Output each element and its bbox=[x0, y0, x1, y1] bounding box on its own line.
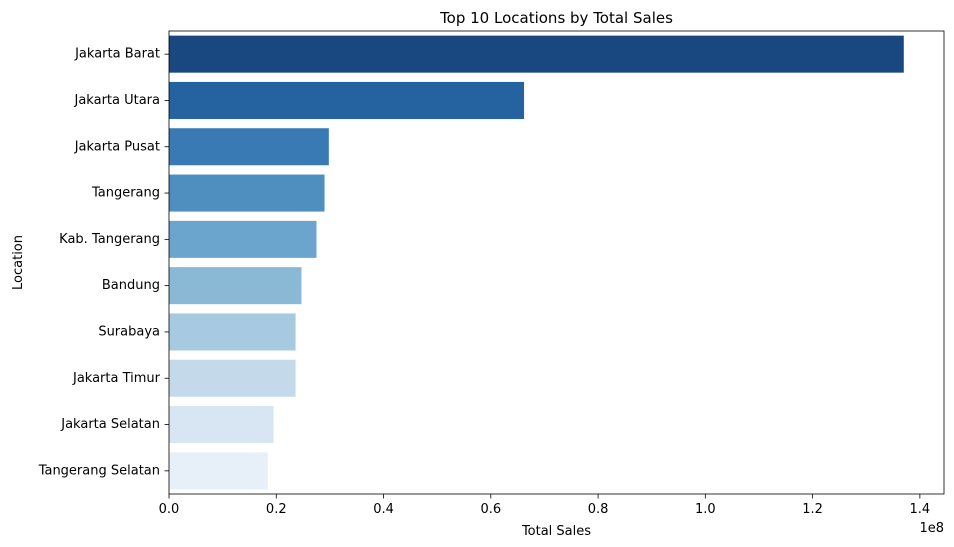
y-tick-label: Surabaya bbox=[98, 324, 160, 339]
bar bbox=[169, 406, 274, 444]
y-tick-label: Tangerang Selatan bbox=[38, 463, 160, 478]
y-tick-label: Jakarta Timur bbox=[72, 371, 161, 386]
bar bbox=[169, 174, 325, 212]
bar bbox=[169, 267, 302, 305]
x-tick-label: 0.4 bbox=[373, 502, 394, 517]
plot-frame bbox=[168, 30, 945, 495]
bar bbox=[169, 35, 904, 73]
x-axis-ticks: 0.0 0.2 0.4 0.6 0.8 1.0 1.2 1.4 bbox=[159, 494, 931, 517]
x-tick-label: 1.2 bbox=[802, 502, 823, 517]
y-tick-label: Jakarta Selatan bbox=[60, 417, 160, 432]
y-tick-label: Jakarta Barat bbox=[74, 47, 160, 62]
y-axis-ticks: Jakarta Barat Jakarta Utara Jakarta Pusat T… bbox=[38, 47, 169, 478]
x-axis-offset-label: 1e8 bbox=[919, 521, 944, 536]
x-axis-label: Total Sales bbox=[521, 524, 591, 539]
y-tick-label: Jakarta Pusat bbox=[74, 139, 160, 154]
y-axis-label: Location bbox=[11, 235, 26, 290]
bars-group bbox=[169, 35, 904, 490]
bar bbox=[169, 452, 268, 490]
x-tick-label: 0.6 bbox=[480, 502, 501, 517]
y-tick-label: Tangerang bbox=[91, 186, 160, 201]
y-tick-label: Bandung bbox=[102, 278, 160, 293]
bar bbox=[169, 313, 296, 351]
chart-title: Top 10 Locations by Total Sales bbox=[439, 9, 673, 27]
bar bbox=[169, 359, 296, 397]
x-tick-label: 1.4 bbox=[910, 502, 931, 517]
bar bbox=[169, 81, 525, 119]
x-tick-label: 0.8 bbox=[588, 502, 609, 517]
x-tick-label: 0.2 bbox=[266, 502, 287, 517]
y-tick-label: Jakarta Utara bbox=[74, 93, 161, 108]
x-tick-label: 1.0 bbox=[695, 502, 716, 517]
y-tick-label: Kab. Tangerang bbox=[59, 232, 160, 247]
bar bbox=[169, 220, 317, 258]
bar bbox=[169, 128, 329, 166]
x-tick-label: 0.0 bbox=[159, 502, 180, 517]
